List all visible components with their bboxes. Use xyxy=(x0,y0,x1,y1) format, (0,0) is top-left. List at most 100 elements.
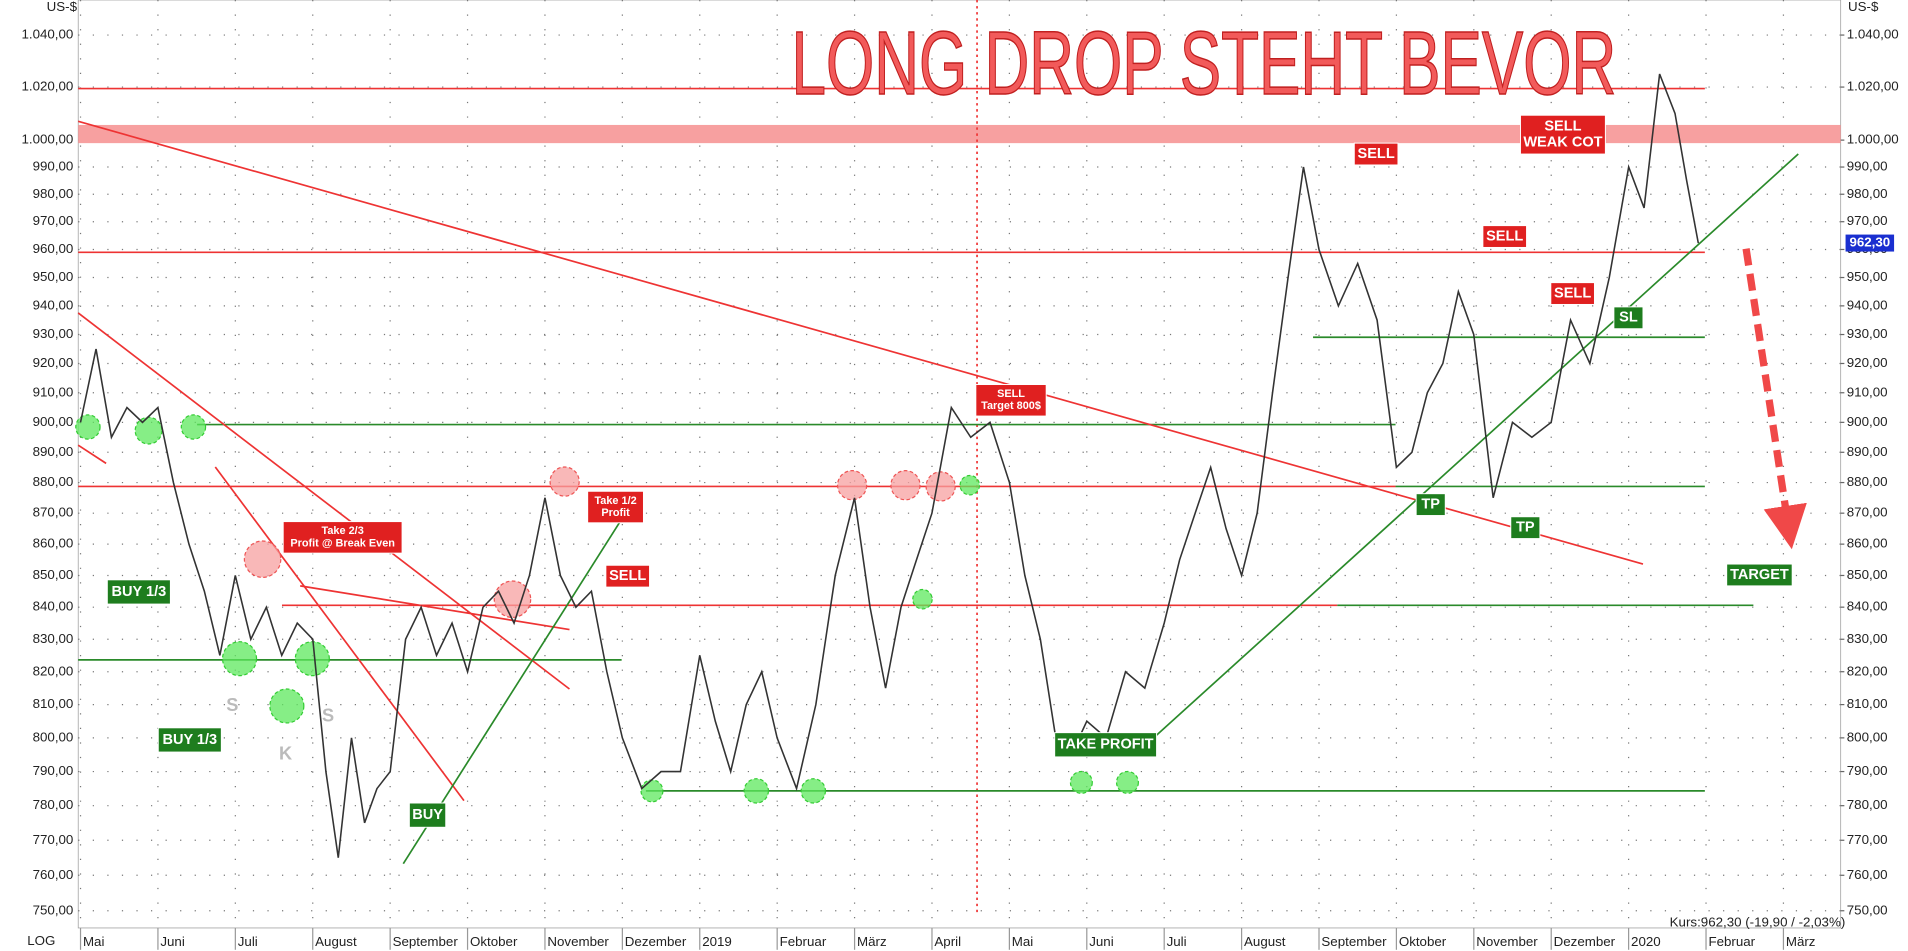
annotation-label: TARGET xyxy=(1730,567,1789,583)
price-tag-label: 962,30 xyxy=(1849,235,1890,250)
annotation-box xyxy=(1415,493,1446,517)
x-tick-label: Februar xyxy=(780,934,827,949)
x-tick-label: Mai xyxy=(1012,934,1034,949)
y-tick-label: 910,00 xyxy=(33,384,74,399)
y-tick-label-right: 930,00 xyxy=(1847,326,1888,341)
annotation-label: WEAK COT xyxy=(1523,134,1602,150)
y-tick-label-right: 880,00 xyxy=(1847,474,1888,489)
x-tick-label: 2020 xyxy=(1631,934,1661,949)
y-tick-label: 780,00 xyxy=(33,797,74,812)
y-tick-label: 880,00 xyxy=(33,474,74,489)
annotation-label: BUY 1/3 xyxy=(162,732,217,748)
x-tick-label: Februar xyxy=(1708,934,1755,949)
annotation-label: SL xyxy=(1619,310,1638,326)
highlight-circle xyxy=(221,641,258,677)
y-tick-label: 860,00 xyxy=(33,536,74,551)
y-tick-label-right: 900,00 xyxy=(1847,414,1888,429)
x-tick-label: Oktober xyxy=(470,934,518,949)
y-tick-label-right: 810,00 xyxy=(1847,696,1888,711)
y-tick-label-right: 970,00 xyxy=(1847,213,1888,228)
y-tick-label: 770,00 xyxy=(33,832,74,847)
y-tick-label-right: 860,00 xyxy=(1847,536,1888,551)
price-line xyxy=(79,73,1700,858)
annotation-label: TAKE PROFIT xyxy=(1058,737,1154,753)
y-tick-label: 940,00 xyxy=(33,297,74,312)
target-arrow xyxy=(1742,248,1807,550)
y-tick-label-right: 950,00 xyxy=(1847,269,1888,284)
y-tick-label: 1.040,00 xyxy=(21,27,73,42)
annotation-box xyxy=(587,490,644,524)
y-tick-label-right: 770,00 xyxy=(1847,832,1888,847)
highlight-circle xyxy=(959,474,981,496)
y-tick-label: 840,00 xyxy=(33,599,74,614)
highlight-circle xyxy=(800,778,827,804)
y-tick-label: 810,00 xyxy=(33,696,74,711)
y-tick-label: 830,00 xyxy=(33,631,74,646)
y-tick-label-right: 850,00 xyxy=(1847,567,1888,582)
highlight-circle xyxy=(925,471,956,502)
y-tick-label-right: 920,00 xyxy=(1847,355,1888,370)
circles xyxy=(75,414,1139,804)
highlight-circle xyxy=(493,580,532,619)
y-tick-label: 800,00 xyxy=(33,729,74,744)
highlight-circle xyxy=(1069,770,1093,794)
y-tick-label: 820,00 xyxy=(33,663,74,678)
y-tick-label: 950,00 xyxy=(33,269,74,284)
y-tick-label: 980,00 xyxy=(33,186,74,201)
x-tick-label: August xyxy=(315,934,357,949)
annotation-label: TP xyxy=(1516,520,1535,536)
x-tick-label: September xyxy=(1321,934,1387,949)
highlight-circle xyxy=(743,778,770,804)
annotation-box xyxy=(1550,282,1595,305)
y-tick-label: 890,00 xyxy=(33,444,74,459)
y-unit-left: US-$ xyxy=(47,0,78,14)
annotation-label: Target 800$ xyxy=(981,400,1041,412)
chart-title: LONG DROP STEHT BEVOR xyxy=(791,14,1616,114)
y-unit-right: US-$ xyxy=(1848,0,1879,14)
y-tick-label-right: 780,00 xyxy=(1847,797,1888,812)
scale-label: LOG xyxy=(27,933,55,948)
x-tick-label: Juni xyxy=(1089,934,1113,949)
plot-area xyxy=(77,0,1842,929)
trend-line xyxy=(77,444,107,465)
x-tick-label: Juli xyxy=(1167,934,1187,949)
x-tick-label: Dezember xyxy=(1554,934,1616,949)
y-tick-label: 930,00 xyxy=(33,326,74,341)
x-tick-label: Oktober xyxy=(1399,934,1447,949)
highlight-circle xyxy=(1115,770,1139,794)
annotation-label: Take 2/3 xyxy=(322,525,364,537)
y-tick-label: 990,00 xyxy=(33,159,74,174)
x-tick-label: Juni xyxy=(160,934,184,949)
annotation-label: SELL xyxy=(997,388,1025,400)
trend-line xyxy=(1154,153,1799,737)
x-tick-label: August xyxy=(1244,934,1286,949)
annotation-box xyxy=(1726,563,1793,587)
y-tick-label-right: 1.020,00 xyxy=(1847,79,1899,94)
annotation-label: SELL xyxy=(1358,146,1395,162)
highlight-circle xyxy=(640,779,664,803)
trend-line xyxy=(300,585,570,631)
annotation-label: Take 1/2 xyxy=(594,495,636,507)
trend-line xyxy=(214,466,465,802)
annotation-box xyxy=(605,564,651,588)
annotation-label: BUY 1/3 xyxy=(111,584,166,600)
y-tick-label: 920,00 xyxy=(33,355,74,370)
y-tick-label: 1.000,00 xyxy=(21,132,73,147)
y-tick-label-right: 940,00 xyxy=(1847,297,1888,312)
y-tick-label-right: 830,00 xyxy=(1847,631,1888,646)
annotation-label: Profit @ Break Even xyxy=(290,537,395,549)
price-tag xyxy=(1845,234,1895,252)
annotation-label: BUY xyxy=(412,807,443,823)
annotation-box xyxy=(975,384,1047,417)
y-tick-label-right: 840,00 xyxy=(1847,599,1888,614)
annotation-box xyxy=(1613,306,1644,330)
annotation-label: S xyxy=(322,706,334,726)
annotation-label: TP xyxy=(1421,496,1440,512)
resistance-band xyxy=(78,124,1841,144)
y-tick-label-right: 1.000,00 xyxy=(1847,132,1899,147)
x-tick-label: April xyxy=(934,934,961,949)
trend-line xyxy=(77,312,570,690)
